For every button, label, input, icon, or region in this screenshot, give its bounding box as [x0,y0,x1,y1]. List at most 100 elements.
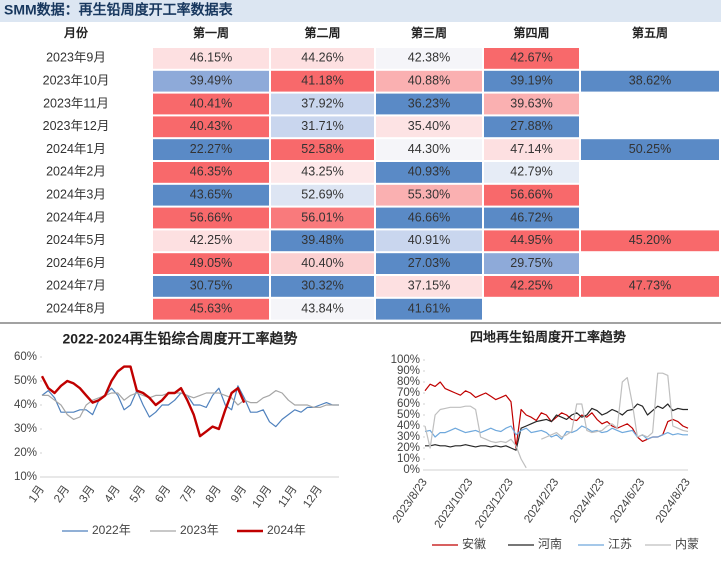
heat-cell [376,93,482,115]
x-tick-label: 2023/8/23 [391,477,430,526]
heat-cell [484,116,579,138]
y-tick-label: 50% [14,375,37,387]
y-tick-label: 60% [14,351,37,363]
heat-cell [153,253,269,274]
row-label: 2023年10月 [43,73,110,87]
row-label: 2024年7月 [46,279,106,293]
heat-cell [484,253,579,274]
heat-cell [271,207,374,229]
cell-value: 45.20% [629,233,671,247]
title-bar [0,0,721,22]
cell-value: 30.75% [190,279,232,293]
heat-cell [484,162,579,183]
cell-value: 27.88% [510,119,552,133]
cell-value: 40.91% [408,233,450,247]
legend-label: 2023年 [180,523,219,537]
cell-value: 31.71% [301,119,343,133]
y-tick-label: 20% [397,442,420,454]
row-label: 2024年2月 [46,165,106,179]
cell-value: 46.66% [408,210,450,224]
heat-cell [581,230,719,252]
chart-title: 2022-2024再生铅综合周度开工率趋势 [63,331,298,347]
heat-cell [153,230,269,252]
x-tick-label: 5月 [128,484,148,506]
heat-cell [484,70,579,92]
heat-cell [581,70,719,92]
heat-cell [376,207,482,229]
heat-cell [153,116,269,138]
chart-title: 四地再生铅周度开工率趋势 [470,329,626,344]
cell-value: 47.14% [510,142,552,156]
heat-cell [581,139,719,160]
cell-value: 42.25% [190,233,232,247]
cell-value: 56.66% [190,210,232,224]
x-tick-label: 3月 [77,484,97,506]
y-tick-label: 10% [397,453,420,465]
cell-value: 42.67% [510,51,552,65]
x-tick-label: 2023/12/23 [473,477,516,531]
y-tick-label: 10% [14,471,37,483]
heat-cell [153,139,269,160]
heat-cell [153,93,269,115]
heat-cell [484,276,579,297]
x-tick-label: 2024/8/23 [654,477,693,526]
cell-value: 29.75% [510,256,552,270]
heat-cell [153,207,269,229]
heat-cell [271,162,374,183]
x-tick-label: 2024/6/23 [608,477,647,526]
cell-value: 22.27% [190,142,232,156]
heat-cell [271,230,374,252]
heat-cell [376,139,482,160]
heat-cell [376,253,482,274]
cell-value: 47.73% [629,279,671,293]
heat-cell [153,70,269,92]
x-tick-label: 2月 [52,484,72,506]
heat-cell [376,162,482,183]
cell-value: 46.15% [190,51,232,65]
cell-value: 44.26% [301,51,343,65]
heat-cell [484,230,579,252]
x-tick-label: 4月 [103,484,123,506]
cell-value: 40.40% [301,256,343,270]
cell-value: 46.35% [190,165,232,179]
table-title: SMM数据：再生铅周度开工率数据表 [4,2,234,18]
heat-cell [376,70,482,92]
heat-cell [271,48,374,69]
heat-cell [376,230,482,252]
y-tick-label: 0% [403,464,420,476]
row-label: 2024年3月 [46,187,106,201]
heat-cell [271,298,374,320]
heat-cell [484,184,579,206]
heat-cell [153,276,269,297]
y-tick-label: 100% [391,354,420,366]
cell-value: 39.49% [190,73,232,87]
series-line [41,385,339,428]
y-tick-label: 30% [397,431,420,443]
cell-value: 49.05% [190,256,232,270]
cell-value: 45.63% [190,301,232,315]
cell-value: 56.01% [301,210,343,224]
cell-value: 39.48% [301,233,343,247]
series-line [424,381,689,449]
y-tick-label: 50% [397,409,420,421]
x-tick-label: 10月 [251,484,275,511]
heat-cell [484,139,579,160]
heat-cell [376,116,482,138]
series-line [424,425,688,440]
row-label: 2023年12月 [43,119,110,133]
cell-value: 30.32% [301,279,343,293]
legend-label: 安徽 [462,536,486,551]
legend-label: 2022年 [92,523,131,537]
cell-value: 42.25% [510,279,552,293]
cell-value: 43.84% [301,301,343,315]
x-tick-label: 7月 [178,484,198,506]
column-header: 第二周 [304,25,340,40]
cell-value: 42.38% [408,51,450,65]
cell-value: 37.15% [408,279,450,293]
heat-cell [153,162,269,183]
series-line [424,372,689,469]
cell-value: 52.58% [301,142,343,156]
legend-label: 江苏 [608,537,632,551]
cell-value: 37.92% [301,96,343,110]
